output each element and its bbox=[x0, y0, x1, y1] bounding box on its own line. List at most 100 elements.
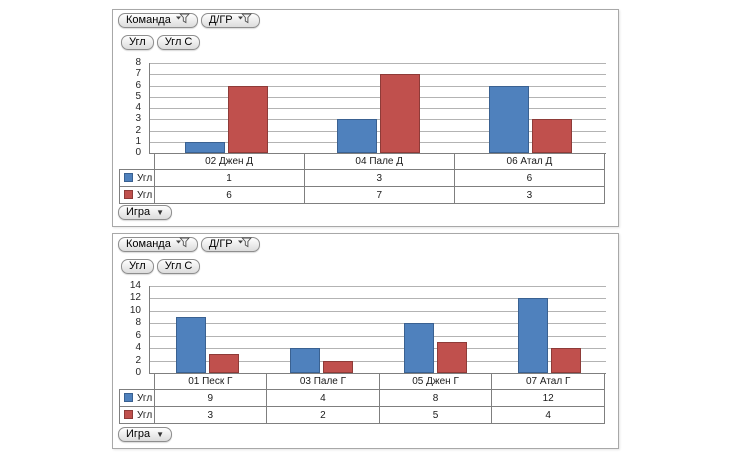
chart-panel-bottom: Команда Д/ГР Угл Угл С 0 2 4 6 8 10 12 14 01 Пе… bbox=[112, 233, 619, 449]
category-header: 02 Джен Д bbox=[153, 153, 305, 170]
filter-button-label: Д/ГР bbox=[208, 238, 233, 250]
category-header: 05 Джен Г bbox=[378, 373, 493, 390]
y-axis-label: 4 bbox=[135, 102, 141, 113]
gridline bbox=[150, 74, 606, 76]
value-cell: 6 bbox=[453, 169, 606, 187]
category-header: 06 Атал Д bbox=[453, 153, 606, 170]
y-axis-label: 10 bbox=[129, 304, 141, 316]
value-cell: 3 bbox=[453, 186, 606, 204]
filter-button-komanda[interactable]: Команда bbox=[118, 13, 198, 28]
bar bbox=[336, 119, 377, 153]
game-dropdown[interactable]: Игра ▼ bbox=[118, 427, 173, 442]
y-axis-label: 7 bbox=[135, 68, 141, 80]
series-button-label: Угл bbox=[129, 36, 146, 48]
legend-key-icon bbox=[124, 172, 133, 182]
bar bbox=[517, 298, 548, 373]
bar bbox=[488, 85, 529, 153]
series-legend-cell: Угл С bbox=[119, 186, 155, 204]
y-axis-label: 3 bbox=[135, 113, 141, 125]
plot-area bbox=[149, 63, 606, 154]
bar-group bbox=[150, 63, 302, 153]
filter-button-komanda[interactable]: Команда bbox=[118, 237, 198, 252]
series-button-label: Угл С bbox=[164, 36, 193, 48]
y-axis-label: 2 bbox=[135, 354, 141, 366]
legend-key-icon bbox=[124, 189, 133, 199]
game-dropdown[interactable]: Игра ▼ bbox=[118, 205, 173, 220]
series-buttons-row: Угл Угл С bbox=[121, 259, 201, 274]
filter-button-label: Д/ГР bbox=[208, 14, 233, 26]
filter-button-label: Команда bbox=[126, 14, 171, 26]
value-cell: 4 bbox=[266, 389, 380, 407]
legend-key-icon bbox=[124, 409, 133, 419]
gridline bbox=[150, 63, 606, 64]
y-axis-label: 5 bbox=[135, 90, 141, 102]
gridline bbox=[150, 85, 606, 87]
y-axis-label: 1 bbox=[135, 135, 141, 147]
filter-dropdown-icon bbox=[237, 13, 252, 28]
bar bbox=[175, 317, 206, 373]
gridline bbox=[150, 141, 606, 143]
gridline bbox=[150, 298, 606, 300]
y-axis-label: 0 bbox=[135, 147, 141, 158]
table-corner bbox=[120, 374, 155, 390]
bar bbox=[379, 74, 420, 153]
value-cell: 12 bbox=[491, 389, 605, 407]
value-cell: 3 bbox=[153, 406, 268, 424]
bar bbox=[227, 85, 268, 153]
game-row: Игра ▼ bbox=[118, 424, 173, 442]
category-header: 04 Пале Д bbox=[303, 153, 455, 170]
series-legend-cell: Угл bbox=[119, 169, 155, 187]
series-button-ugl[interactable]: Угл bbox=[121, 259, 154, 274]
y-axis-label: 8 bbox=[135, 317, 141, 329]
gridline bbox=[150, 286, 606, 287]
series-button-label: Угл bbox=[129, 260, 146, 272]
filter-dropdown-icon bbox=[175, 13, 190, 28]
table-corner bbox=[120, 154, 155, 170]
y-axis-label: 6 bbox=[135, 329, 141, 341]
plot-area bbox=[149, 286, 606, 374]
game-row: Игра ▼ bbox=[118, 202, 173, 220]
series-button-ugl-s[interactable]: Угл С bbox=[156, 259, 201, 274]
category-header: 03 Пале Г bbox=[266, 373, 380, 390]
bar bbox=[403, 323, 434, 373]
y-axis-label: 8 bbox=[135, 57, 141, 68]
y-axis-label: 0 bbox=[135, 367, 141, 378]
data-table: 01 Песк Г 03 Пале Г 05 Джен Г 07 Атал Г Угл 9… bbox=[119, 373, 605, 424]
gridline bbox=[150, 310, 606, 312]
series-button-ugl-s[interactable]: Угл С bbox=[156, 35, 201, 50]
chevron-down-icon: ▼ bbox=[156, 208, 165, 217]
gridline bbox=[150, 360, 606, 362]
gridline bbox=[150, 108, 606, 109]
filter-button-label: Команда bbox=[126, 238, 171, 250]
value-cell: 3 bbox=[303, 169, 455, 187]
category-header: 01 Песк Г bbox=[153, 373, 268, 390]
gridline bbox=[150, 323, 606, 325]
bar-group bbox=[454, 63, 606, 153]
y-axis-label: 14 bbox=[129, 280, 141, 291]
bar-group bbox=[302, 63, 454, 153]
bar bbox=[208, 354, 239, 373]
gridline bbox=[150, 348, 606, 350]
series-button-ugl[interactable]: Угл bbox=[121, 35, 154, 50]
y-axis-label: 6 bbox=[135, 79, 141, 91]
value-cell: 9 bbox=[153, 389, 268, 407]
bar bbox=[184, 141, 225, 153]
filter-row: Команда Д/ГР bbox=[118, 13, 260, 28]
gridline bbox=[150, 335, 606, 337]
series-legend-cell: Угл С bbox=[119, 406, 155, 424]
gridline bbox=[150, 119, 606, 121]
bar bbox=[322, 360, 353, 373]
y-axis: 0 2 4 6 8 10 12 14 bbox=[113, 281, 145, 378]
bar bbox=[436, 341, 467, 373]
series-button-label: Угл С bbox=[164, 260, 193, 272]
filter-button-dgr[interactable]: Д/ГР bbox=[200, 237, 260, 252]
value-cell: 8 bbox=[378, 389, 493, 407]
gridline bbox=[150, 130, 606, 132]
bar-group bbox=[264, 286, 378, 373]
filter-row: Команда Д/ГР bbox=[118, 237, 260, 252]
filter-button-dgr[interactable]: Д/ГР bbox=[200, 13, 260, 28]
y-axis-label: 2 bbox=[135, 124, 141, 136]
